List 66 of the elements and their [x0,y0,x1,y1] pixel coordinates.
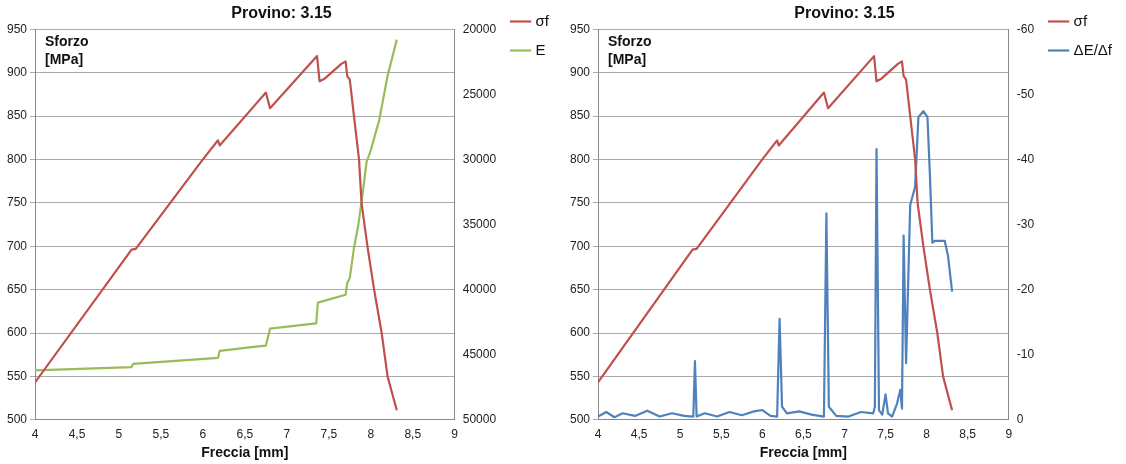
x-tick-label: 8 [923,427,931,442]
x-tick-label: 6,5 [236,427,254,442]
x-axis-title: Freccia [mm] [759,444,847,461]
y2-tick-label: -20 [1016,281,1035,296]
y2-tick-label: 40000 [462,281,497,296]
y-tick-label: 750 [569,195,591,210]
x-tick-label: 5 [676,427,684,442]
chart-title: Provino: 3.15 [231,4,332,22]
y-tick-label: 500 [6,412,28,427]
x-tick-label: 5,5 [152,427,170,442]
y-tick-label: 800 [6,151,28,166]
y2-tick-label: -10 [1016,347,1035,362]
y2-tick-label: 50000 [462,412,497,427]
x-tick-label: 5 [115,427,123,442]
x-tick-label: 6 [199,427,207,442]
y-tick-label: 700 [569,238,591,253]
y2-tick-label: -30 [1016,216,1035,231]
y-tick-label: 900 [6,64,28,79]
x-tick-label: 4 [594,427,602,442]
y-tick-label: 500 [569,412,591,427]
legend-label: E [535,40,546,58]
y-tick-label: 600 [569,325,591,340]
x-tick-label: 9 [451,427,459,442]
y2-tick-label: -40 [1016,151,1035,166]
y2-tick-label: 45000 [462,347,497,362]
x-tick-label: 6,5 [795,427,813,442]
legend-label: ΔE/Δf [1073,40,1113,58]
x-tick-label: 8,5 [404,427,422,442]
y-tick-label: 750 [6,195,28,210]
y-tick-label: 650 [6,281,28,296]
x-tick-label: 5,5 [712,427,730,442]
legend-label: σf [1073,11,1088,29]
chart-title: Provino: 3.15 [794,4,895,22]
x-tick-label: 8 [367,427,375,442]
y-tick-label: 800 [569,151,591,166]
y-tick-label: 950 [6,21,28,36]
x-tick-label: 7 [841,427,849,442]
x-tick-label: 6 [758,427,766,442]
y-tick-label: 600 [6,325,28,340]
y2-tick-label: 0 [1016,412,1024,427]
y2-tick-label: 25000 [462,86,497,101]
x-tick-label: 9 [1005,427,1013,442]
x-tick-label: 7,5 [877,427,895,442]
y-tick-label: 550 [6,368,28,383]
y-tick-label: 700 [6,238,28,253]
y-tick-label: 950 [569,21,591,36]
y2-tick-label: -50 [1016,86,1035,101]
x-tick-label: 7 [283,427,291,442]
y-tick-label: 850 [6,108,28,123]
y2-tick-label: -60 [1016,21,1035,36]
y2-tick-label: 20000 [462,21,497,36]
y-tick-label: 900 [569,64,591,79]
x-tick-label: 4 [31,427,39,442]
x-tick-label: 7,5 [320,427,338,442]
x-tick-label: 8,5 [959,427,977,442]
x-tick-label: 4,5 [68,427,86,442]
legend-label: σf [535,11,550,29]
y-tick-label: 650 [569,281,591,296]
y-axis-title: Sforzo [MPa] [608,33,652,68]
x-axis-title: Freccia [mm] [201,444,289,461]
y2-tick-label: 35000 [462,216,497,231]
y-tick-label: 550 [569,368,591,383]
y-axis-title: Sforzo [MPa] [45,33,89,68]
x-tick-label: 4,5 [630,427,648,442]
y2-tick-label: 30000 [462,151,497,166]
y-tick-label: 850 [569,108,591,123]
